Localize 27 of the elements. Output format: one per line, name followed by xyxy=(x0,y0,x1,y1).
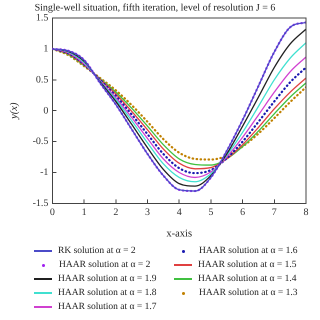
y-tick-label: -1.5 xyxy=(32,198,48,210)
x-tick-label: 7 xyxy=(272,207,277,218)
legend-label: HAAR solution at α = 1.5 xyxy=(198,260,296,270)
y-tick-label: -1 xyxy=(40,167,48,178)
x-axis-title: x-axis xyxy=(166,228,192,240)
y-tick-label: 1.5 xyxy=(36,12,48,24)
legend-label: HAAR solution at α = 1.9 xyxy=(58,274,156,284)
x-tick-label: 2 xyxy=(113,207,118,218)
legend-label: RK solution at α = 2 xyxy=(58,246,136,256)
legend-label: HAAR solution at α = 2 xyxy=(59,260,150,270)
legend-label: HAAR solution at α = 1.4 xyxy=(198,274,296,284)
y-tick-label: 1 xyxy=(43,44,48,55)
legend-label: HAAR solution at α = 1.8 xyxy=(58,288,156,298)
y-tick-label: -0.5 xyxy=(32,136,48,148)
legend-label: HAAR solution at α = 1.7 xyxy=(58,302,156,312)
x-tick-label: 3 xyxy=(145,207,150,218)
legend-label: HAAR solution at α = 1.3 xyxy=(199,288,298,298)
legend-label: HAAR solution at α = 1.6 xyxy=(199,246,298,256)
x-tick-label: 8 xyxy=(304,207,308,218)
y-tick-label: 0.5 xyxy=(36,74,48,86)
x-tick-label: 1 xyxy=(82,207,87,218)
x-tick-label: 6 xyxy=(240,207,246,218)
y-axis-title: y(x) xyxy=(9,102,20,120)
x-tick-label: 4 xyxy=(176,207,182,218)
chart-title: Single-well situation, fifth iteration, level of resolution J = 6 xyxy=(34,2,276,14)
y-tick-label: 0 xyxy=(43,105,48,116)
x-tick-label: 5 xyxy=(208,207,214,218)
